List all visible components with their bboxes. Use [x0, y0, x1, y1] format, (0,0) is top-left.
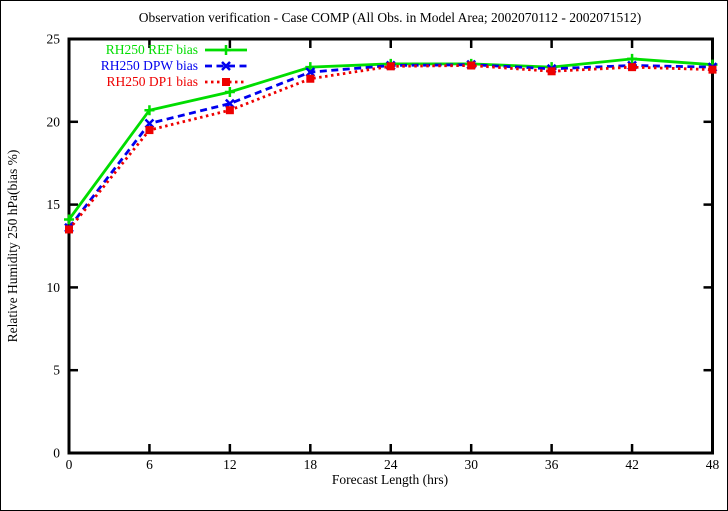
y-tick-label: 20: [47, 114, 61, 129]
legend-label: RH250 REF bias: [106, 42, 198, 57]
x-tick-label: 12: [223, 457, 237, 472]
x-tick-label: 6: [146, 457, 153, 472]
axes-layer: 0 6 12 18 24 30 36 42 48 0 5 10 15 20 25: [47, 32, 720, 473]
square-marker: [628, 63, 637, 72]
square-marker: [65, 225, 73, 234]
square-marker: [708, 65, 717, 74]
x-tick-label: 0: [66, 457, 73, 472]
square-marker: [386, 62, 395, 71]
x-tick-label: 42: [625, 457, 639, 472]
plus-marker: [221, 45, 231, 55]
plus-marker: [627, 53, 638, 64]
x-tick-label: 18: [304, 457, 318, 472]
square-marker: [145, 126, 154, 135]
square-marker: [306, 74, 315, 83]
x-axis-label: Forecast Length (hrs): [332, 472, 448, 487]
y-axis-label: Relative Humidity 250 hPa(bias %): [5, 150, 20, 343]
x-tick-label: 48: [706, 457, 720, 472]
plus-marker: [224, 86, 235, 97]
square-marker: [222, 78, 230, 86]
series-line: [67, 64, 713, 231]
legend-label: RH250 DP1 bias: [106, 74, 198, 89]
series-line: [67, 63, 713, 229]
legend-label: RH250 DPW bias: [101, 58, 198, 73]
series-layer: [64, 53, 718, 234]
x-tick-label: 30: [464, 457, 478, 472]
y-tick-label: 15: [47, 197, 61, 212]
y-tick-label: 0: [53, 446, 60, 461]
y-tick-label: 10: [47, 280, 61, 295]
series-dp1: [65, 61, 717, 234]
x-tick-label: 36: [545, 457, 559, 472]
x-cross-marker: [221, 61, 231, 71]
plot-frame: [67, 37, 714, 455]
square-marker: [547, 67, 556, 76]
y-tick-label: 25: [47, 32, 61, 47]
chart-title: Observation verification - Case COMP (Al…: [139, 10, 642, 25]
plus-marker: [144, 105, 155, 116]
y-tick-label: 5: [53, 363, 60, 378]
square-marker: [225, 106, 234, 115]
plus-marker: [64, 214, 74, 225]
x-tick-label: 24: [384, 457, 398, 472]
square-marker: [467, 61, 476, 70]
